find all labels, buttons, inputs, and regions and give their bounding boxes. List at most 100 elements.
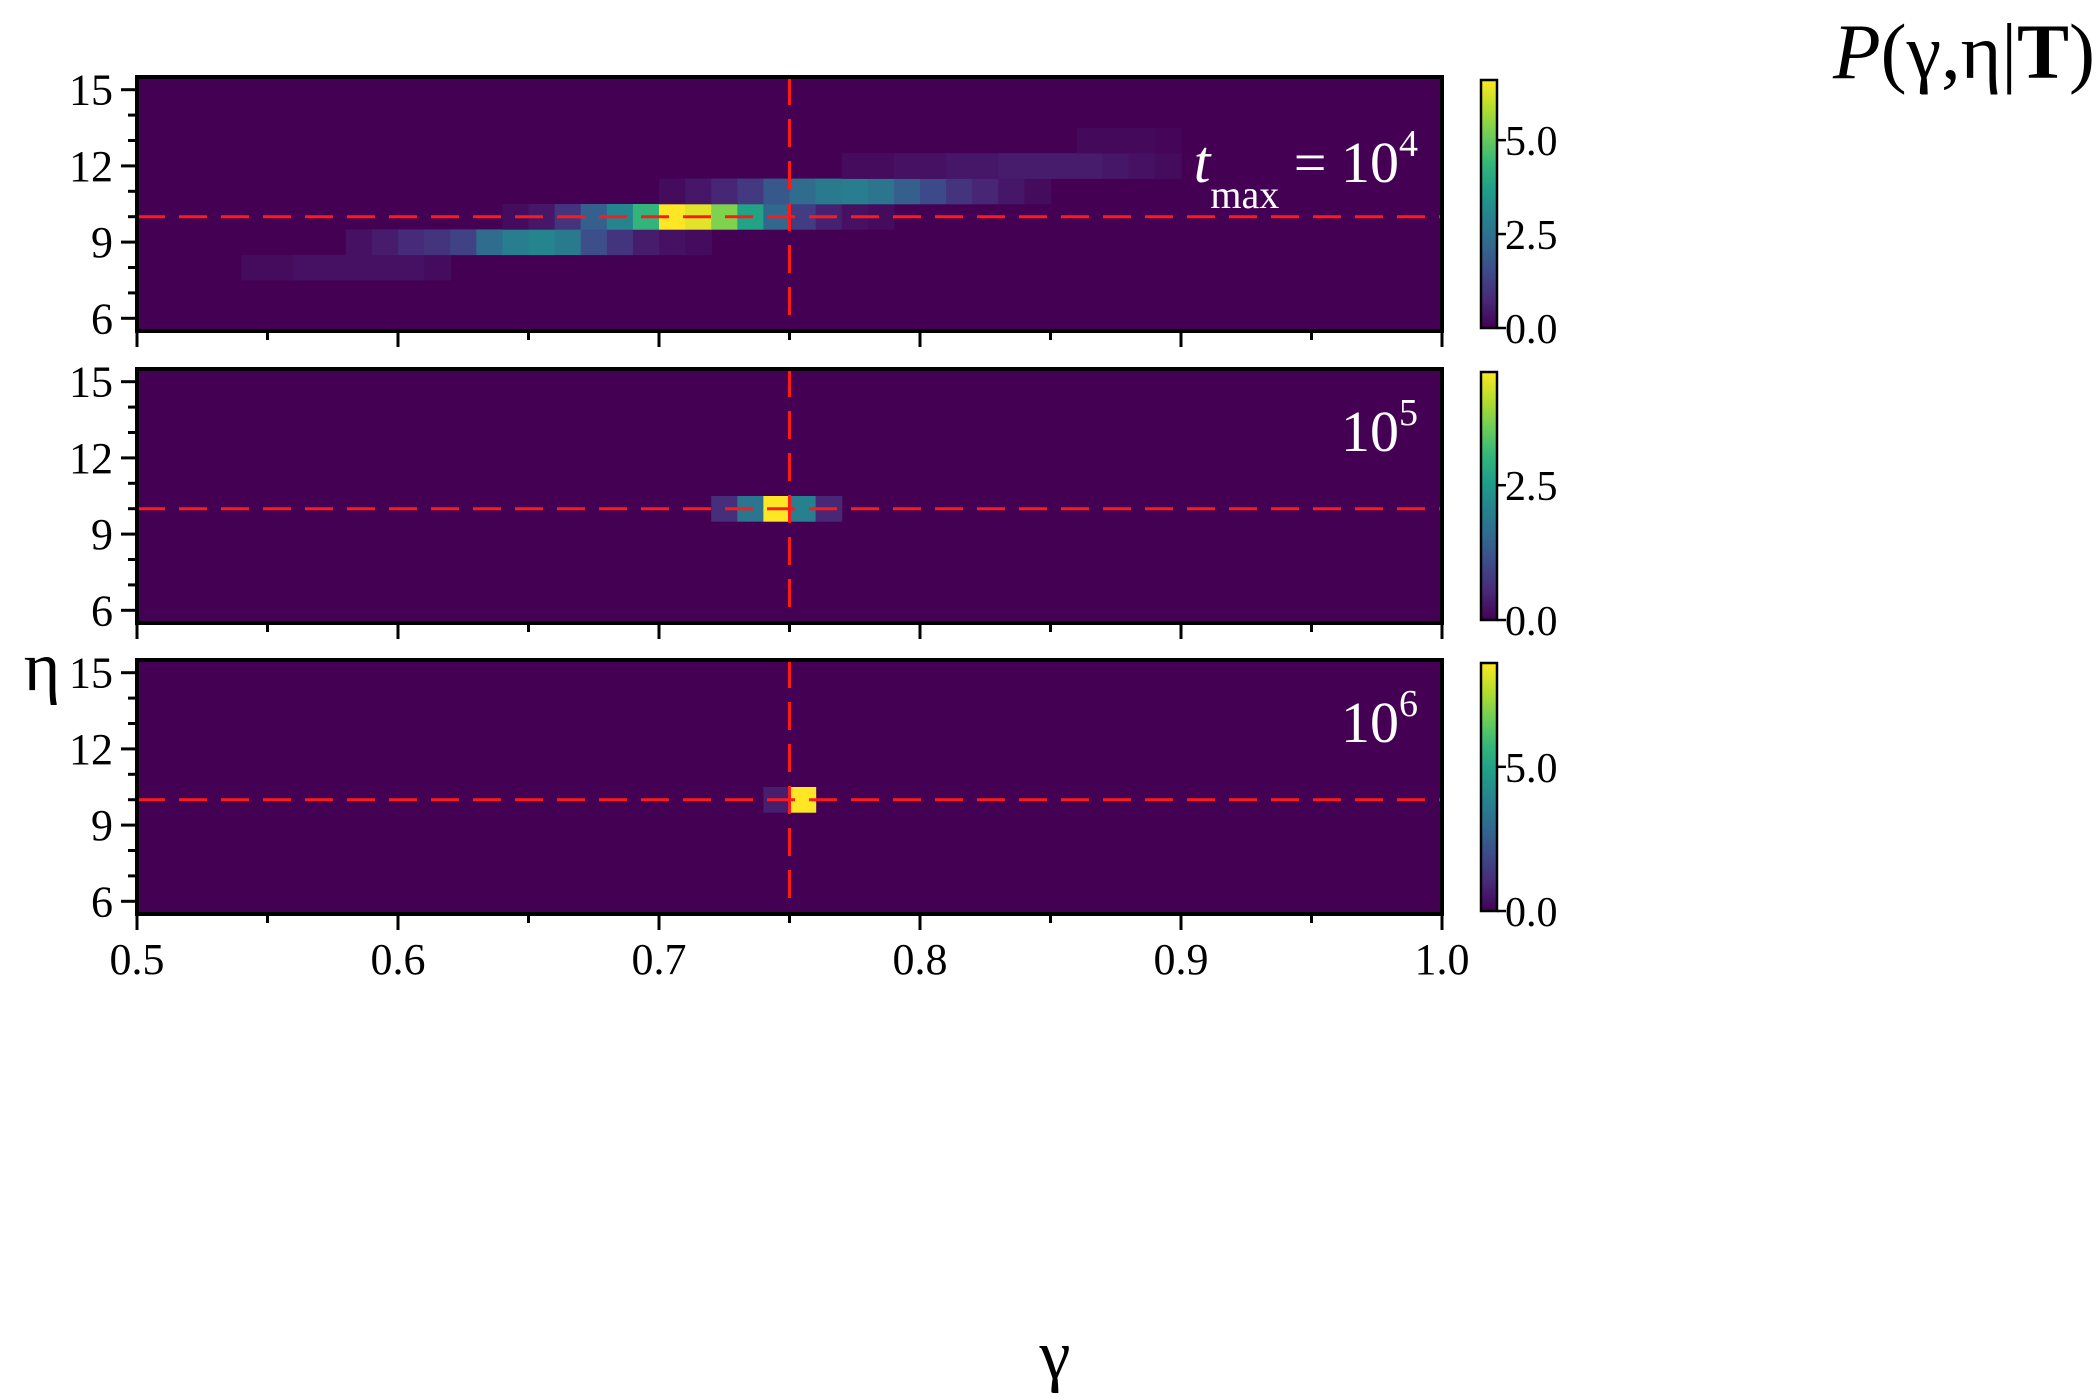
x-tick-label: 0.6 [371,935,426,984]
heatmap-cell [319,254,347,281]
colorbar-gradient [1481,80,1497,328]
x-axis-title: γ [1039,1317,1071,1394]
heatmap-cell [867,178,895,205]
heatmap-cell [1154,127,1182,154]
y-tick-label: 6 [91,877,113,926]
colorbar-3: 0.0 5.0 [1479,661,1558,936]
heatmap-cell [1102,153,1130,179]
panel-3: 6 9 12 15 0.5 0.6 0.7 0.8 0.9 1.0 106 [69,649,1470,984]
heatmap-cell [632,229,660,256]
panel-label: tmax = 104 [1194,123,1418,217]
y-axis-title: η [24,629,61,706]
colorbars-layer: 0.0 2.5 5.0 0.0 2.5 0.0 5.0 [1479,78,1558,936]
heatmap-cell [659,178,686,205]
x-tick-label: 0.7 [632,935,687,984]
heatmap-cell [450,229,477,256]
y-tick-label: 6 [91,586,113,635]
colorbar-frame [1479,661,1499,913]
heatmap-cell [946,178,973,205]
heatmap-cell [580,229,608,256]
colorbar-tick-label: 5.0 [1505,746,1558,792]
panel-label: 106 [1341,683,1418,755]
colorbar-tick-label: 5.0 [1505,119,1558,165]
colorbar-frame [1479,78,1499,330]
panel-2: 6 9 12 15 105 [69,358,1444,639]
colorbar-gradient [1481,372,1497,620]
heatmap-cell [815,178,843,205]
panel-1: 6 9 12 15 tmax = 104 [69,66,1444,347]
colorbar-tick-label: 0.0 [1505,890,1558,936]
heatmap-cell [398,229,425,256]
heatmap-cell [398,254,425,281]
heatmap-cell [998,178,1025,205]
colorbar-tick-label: 2.5 [1505,213,1558,259]
y-tick-label: 9 [91,510,113,559]
heatmap-cell [841,153,869,179]
heatmap-cell [737,178,764,205]
heatmap-cell [998,153,1025,179]
x-tick-label: 1.0 [1415,935,1470,984]
heatmap-cell [241,254,269,281]
heatmap-cell [1154,153,1182,179]
y-tick-label: 9 [91,801,113,850]
heatmap-cell [659,229,686,256]
heatmap-cell [972,178,999,205]
heatmap-cell [1128,127,1156,154]
colorbar-gradient [1481,663,1497,911]
heatmap-cell [893,153,921,179]
heatmap-cell [763,178,791,205]
heatmap-cell [371,254,399,281]
heatmap-cell [946,153,973,179]
heatmap-cell [1024,153,1052,179]
colorbar-frame [1479,370,1499,622]
heatmap-cell [1076,127,1104,154]
colorbar-2: 0.0 2.5 [1479,370,1558,645]
heatmap-cell [476,229,503,256]
heatmap-cell [345,254,373,281]
x-tick-label: 0.8 [893,935,948,984]
colorbar-tick-label: 0.0 [1505,599,1558,645]
heatmap-cell [1050,153,1078,179]
panel-label: 105 [1341,392,1418,464]
heatmap-cell [867,153,895,179]
heatmap-cell [789,178,817,205]
y-tick-label: 12 [69,725,113,774]
heatmap-cell [1102,127,1130,154]
heatmap-cell [920,178,947,205]
heatmap-cell [841,178,869,205]
heatmap-cell [502,229,530,256]
x-tick-label: 0.9 [1154,935,1209,984]
heatmap-cell [606,229,634,256]
heatmap-cells [241,127,1182,281]
y-tick-label: 15 [69,358,113,407]
y-tick-label: 9 [91,218,113,267]
panels-layer: 6 9 12 15 tmax = 104 6 9 12 15 105 6 9 12 15 0.5 0.6 0.7… [69,66,1470,984]
colorbar-tick-label: 2.5 [1505,464,1558,510]
heatmap-cell [711,178,738,205]
heatmap-cell [424,254,451,281]
x-tick-label: 0.5 [110,935,165,984]
colorbar-title: P(γ,η|T) [1832,8,2095,95]
heatmap-cell [1128,153,1156,179]
heatmap-cell [685,229,712,256]
y-tick-label: 12 [69,142,113,191]
heatmap-cell [920,153,947,179]
y-tick-label: 15 [69,66,113,115]
heatmap-cell [267,254,295,281]
heatmap-cell [345,229,373,256]
y-tick-label: 15 [69,649,113,698]
colorbar-tick-label: 0.0 [1505,307,1558,353]
heatmap-cell [554,229,582,256]
heatmap-cell [293,254,321,281]
y-tick-label: 12 [69,434,113,483]
heatmap-cell [1076,153,1104,179]
heatmap-cell [528,229,556,256]
heatmap-cell [371,229,399,256]
colorbar-1: 0.0 2.5 5.0 [1479,78,1558,353]
heatmap-cell [424,229,451,256]
heatmap-cell [893,178,921,205]
y-tick-label: 6 [91,294,113,343]
heatmap-cell [972,153,999,179]
heatmap-cell [1024,178,1052,205]
